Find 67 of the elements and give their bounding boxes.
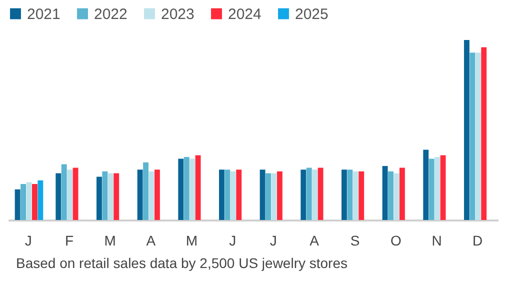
- bar: [108, 173, 114, 220]
- x-tick-label: S: [350, 232, 360, 248]
- legend-label: 2024: [228, 6, 262, 23]
- legend-label: 2022: [94, 6, 128, 23]
- bar: [347, 170, 353, 220]
- bar: [399, 168, 405, 220]
- x-tick-label: F: [64, 232, 74, 248]
- legend-label: 2021: [27, 6, 60, 23]
- bar: [464, 40, 470, 220]
- bar: [230, 171, 236, 220]
- bar: [440, 155, 446, 220]
- bar: [143, 162, 148, 220]
- bar: [61, 164, 67, 220]
- bar: [72, 168, 78, 220]
- bar: [195, 155, 201, 220]
- bar: [184, 157, 190, 220]
- bar: [137, 170, 143, 220]
- x-tick-label: J: [24, 232, 32, 248]
- bar: [154, 170, 160, 220]
- bar: [236, 170, 242, 220]
- bar: [14, 189, 20, 220]
- x-tick-label: A: [310, 232, 320, 248]
- legend-label: 2025: [295, 6, 328, 23]
- x-tick-label: M: [104, 232, 116, 248]
- bar: [96, 176, 102, 220]
- bar: [38, 180, 44, 220]
- bar: [300, 170, 306, 220]
- bar: [318, 168, 324, 220]
- x-tick-label: J: [229, 232, 236, 248]
- bar: [388, 171, 394, 220]
- bar: [394, 173, 400, 220]
- bar: [224, 170, 230, 220]
- bar: [178, 158, 184, 220]
- x-tick-label: M: [186, 232, 198, 248]
- bar: [475, 52, 481, 220]
- bar: [470, 52, 476, 220]
- bar: [276, 171, 282, 220]
- bar: [26, 182, 32, 220]
- bar: [266, 173, 271, 220]
- bar: [67, 170, 73, 220]
- bar: [306, 168, 312, 220]
- x-tick-label: A: [146, 232, 156, 248]
- bar: [382, 166, 388, 220]
- bar: [20, 184, 26, 220]
- bar: [56, 173, 62, 220]
- x-tick-label: N: [432, 232, 442, 248]
- bar: [219, 170, 224, 220]
- bar: [260, 170, 266, 220]
- bar: [434, 157, 440, 220]
- x-tick-label: D: [472, 232, 483, 248]
- bar: [32, 184, 38, 220]
- bar: [271, 173, 277, 220]
- bar: [148, 171, 154, 220]
- bar: [481, 47, 487, 220]
- bar: [190, 158, 196, 220]
- x-tick-label: J: [270, 232, 277, 248]
- bar: [102, 171, 108, 220]
- bar: [358, 171, 364, 220]
- bar: [114, 173, 120, 220]
- legend-label: 2023: [161, 6, 194, 23]
- x-tick-label: O: [390, 232, 402, 248]
- bar: [423, 150, 429, 220]
- bar: [428, 158, 434, 220]
- bar: [342, 170, 347, 220]
- text: Based on retail sales data by 2,500 US jewelry stores: [16, 254, 349, 272]
- bar: [352, 171, 358, 220]
- bar: [312, 170, 318, 220]
